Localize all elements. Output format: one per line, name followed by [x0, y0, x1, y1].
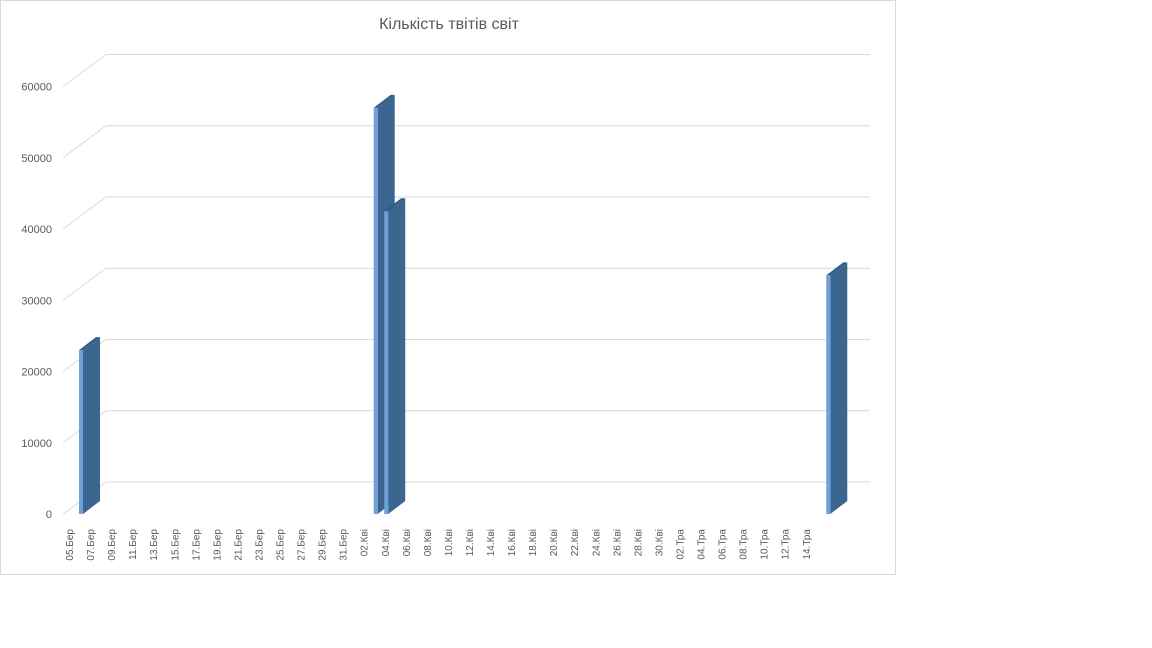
y-tick-label: 50000 — [21, 153, 52, 165]
x-tick-label: 16.Кві — [507, 529, 518, 556]
x-tick-label: 09.Бер — [107, 529, 118, 561]
bar-front — [373, 107, 378, 514]
y-tick-label: 0 — [46, 509, 52, 521]
x-tick-label: 20.Кві — [549, 529, 560, 556]
bar-side — [83, 337, 100, 514]
x-tick-label: 27.Бер — [297, 529, 308, 561]
x-tick-label: 25.Бер — [276, 529, 287, 561]
x-tick-label: 15.Бер — [170, 529, 181, 561]
x-tick-label: 14.Кві — [486, 529, 497, 556]
x-tick-label: 17.Бер — [191, 529, 202, 561]
x-tick-label: 23.Бер — [254, 529, 265, 561]
x-tick-label: 07.Бер — [86, 529, 97, 561]
x-tick-label: 12.Тра — [781, 529, 792, 560]
gridline-diagonal — [62, 54, 107, 87]
gridline-diagonal — [62, 196, 107, 230]
x-tick-label: 21.Бер — [233, 529, 244, 561]
x-tick-label: 02.Кві — [360, 529, 371, 556]
x-tick-label: 04.Тра — [697, 529, 708, 560]
x-tick-label: 10.Кві — [444, 529, 455, 556]
x-tick-label: 12.Кві — [465, 529, 476, 556]
x-tick-label: 26.Кві — [612, 529, 623, 556]
bar-front — [79, 350, 83, 514]
x-tick-label: 30.Кві — [654, 529, 665, 556]
x-tick-label: 13.Бер — [149, 529, 160, 561]
x-tick-label: 02.Тра — [675, 529, 686, 560]
bar-top — [826, 262, 848, 276]
x-tick-label: 19.Бер — [212, 529, 223, 561]
bars — [79, 94, 848, 514]
x-axis: 05.Бер 07.Бер 09.Бер 11.Бер 13.Бер 15.Бер 17.Б… — [65, 529, 813, 561]
chart-svg: Кількість твітів світ 0 10000 20000 30000 40… — [21, 16, 870, 561]
chart-frame: Кількість твітів світ 0 10000 20000 30000 40… — [0, 0, 896, 575]
x-tick-label: 08.Тра — [739, 529, 750, 560]
y-tick-label: 40000 — [21, 224, 52, 236]
x-tick-label: 10.Тра — [760, 529, 771, 560]
x-tick-label: 04.Кві — [381, 529, 392, 556]
x-tick-label: 18.Кві — [528, 529, 539, 556]
x-tick-label: 11.Бер — [128, 529, 139, 560]
bar-top — [384, 198, 406, 212]
bar — [826, 262, 848, 514]
bar-front — [384, 211, 389, 514]
bar-top — [373, 94, 395, 108]
chart-title: Кількість твітів світ — [379, 16, 519, 33]
gridline-diagonal — [62, 125, 107, 159]
x-tick-label: 05.Бер — [65, 529, 76, 561]
y-tick-label: 60000 — [21, 82, 52, 94]
y-tick-label: 30000 — [21, 295, 52, 307]
x-tick-label: 06.Кві — [402, 529, 413, 556]
x-tick-label: 14.Тра — [802, 529, 813, 560]
grid — [62, 54, 870, 515]
bar — [79, 337, 100, 514]
bar-top — [79, 337, 100, 351]
bar — [384, 198, 406, 514]
y-tick-label: 20000 — [21, 367, 52, 379]
gridline-diagonal — [62, 267, 107, 301]
x-tick-label: 31.Бер — [339, 529, 350, 561]
bar-front — [826, 275, 831, 514]
y-axis: 0 10000 20000 30000 40000 50000 60000 — [21, 82, 52, 522]
x-tick-label: 28.Кві — [633, 529, 644, 556]
x-tick-label: 24.Кві — [591, 529, 602, 556]
bar-side — [830, 262, 848, 514]
bar-side — [388, 198, 406, 514]
x-tick-label: 29.Бер — [318, 529, 329, 561]
x-tick-label: 22.Кві — [570, 529, 581, 556]
y-tick-label: 10000 — [21, 438, 52, 450]
x-tick-label: 06.Тра — [718, 529, 729, 560]
x-tick-label: 08.Кві — [423, 529, 434, 556]
